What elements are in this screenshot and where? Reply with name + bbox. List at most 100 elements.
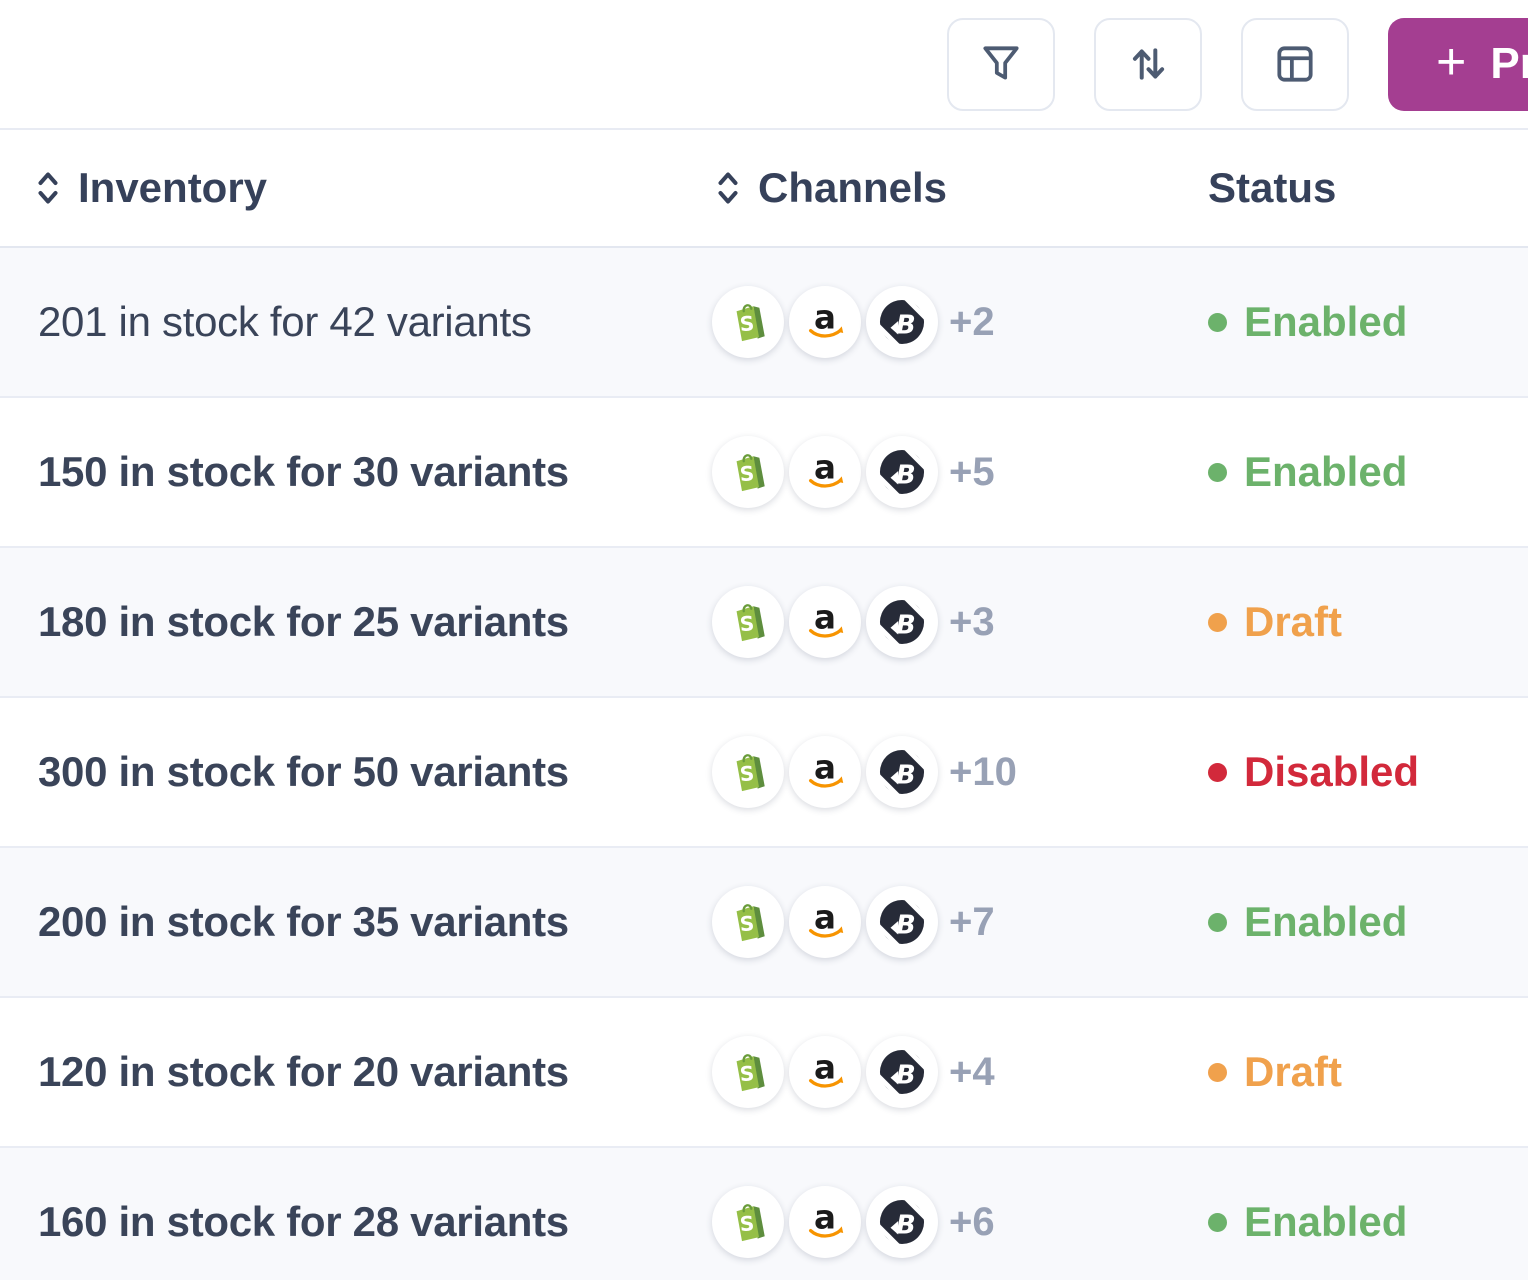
inventory-cell: 150 in stock for 30 variants [38, 448, 569, 495]
status-label: Enabled [1244, 298, 1408, 345]
table-row[interactable]: 180 in stock for 25 variants S a [0, 548, 1528, 698]
extra-channels-count: +5 [949, 449, 995, 494]
table-header: Inventory Channels Status [0, 128, 1528, 248]
sort-chevrons-icon [718, 172, 738, 204]
svg-text:B: B [896, 911, 916, 941]
inventory-cell: 300 in stock for 50 variants [38, 748, 569, 795]
status-label: Draft [1244, 598, 1343, 645]
status-label: Enabled [1244, 1198, 1408, 1245]
amazon-icon: a [789, 736, 861, 808]
status-dot-icon [1208, 312, 1227, 332]
bigcommerce-icon: B [866, 436, 938, 508]
column-label-channels: Channels [758, 164, 948, 211]
svg-text:a: a [814, 599, 836, 637]
extra-channels-count: +10 [949, 749, 1017, 794]
sort-chevrons-icon [38, 172, 58, 204]
amazon-icon: a [789, 1186, 861, 1258]
table-row[interactable]: 201 in stock for 42 variants S a [0, 248, 1528, 398]
toolbar: + Pr [0, 0, 1528, 128]
svg-text:a: a [814, 899, 836, 937]
status-dot-icon [1208, 612, 1227, 632]
svg-text:S: S [739, 1211, 755, 1236]
table-row[interactable]: 120 in stock for 20 variants S a [0, 998, 1528, 1148]
channels-cell: S a B +5 [700, 436, 1180, 508]
products-table: Inventory Channels Status 201 in stock f… [0, 128, 1528, 1280]
svg-text:a: a [814, 749, 836, 787]
svg-text:S: S [739, 761, 755, 786]
status-badge: Enabled [1180, 1198, 1528, 1246]
filter-icon [983, 46, 1019, 80]
status-dot-icon [1208, 912, 1227, 932]
shopify-icon: S [712, 886, 784, 958]
status-badge: Draft [1180, 598, 1528, 646]
svg-text:B: B [896, 311, 916, 341]
table-row[interactable]: 300 in stock for 50 variants S a [0, 698, 1528, 848]
bigcommerce-icon: B [866, 1036, 938, 1108]
svg-text:B: B [896, 761, 916, 791]
plus-icon: + [1436, 33, 1467, 91]
channels-cell: S a B +6 [700, 1186, 1180, 1258]
table-row[interactable]: 150 in stock for 30 variants S a [0, 398, 1528, 548]
add-product-label: Pr [1490, 39, 1528, 88]
svg-text:a: a [814, 299, 836, 337]
table-body: 201 in stock for 42 variants S a [0, 248, 1528, 1280]
status-badge: Enabled [1180, 898, 1528, 946]
channels-cell: S a B +4 [700, 1036, 1180, 1108]
add-product-button[interactable]: + Pr [1388, 17, 1528, 111]
svg-text:B: B [896, 1211, 916, 1241]
amazon-icon: a [789, 586, 861, 658]
extra-channels-count: +3 [949, 599, 995, 644]
inventory-cell: 160 in stock for 28 variants [38, 1198, 569, 1245]
filter-button[interactable] [947, 17, 1055, 111]
column-header-status: Status [1180, 164, 1528, 212]
amazon-icon: a [789, 286, 861, 358]
svg-text:B: B [896, 1061, 916, 1091]
svg-text:a: a [814, 449, 836, 487]
columns-button[interactable] [1241, 17, 1349, 111]
amazon-icon: a [789, 436, 861, 508]
status-dot-icon [1208, 1062, 1227, 1082]
svg-text:S: S [739, 461, 755, 486]
channels-cell: S a B +7 [700, 886, 1180, 958]
column-header-inventory[interactable]: Inventory [0, 164, 700, 212]
svg-text:a: a [814, 1049, 836, 1087]
table-row[interactable]: 200 in stock for 35 variants S a [0, 848, 1528, 998]
status-badge: Draft [1180, 1048, 1528, 1096]
inventory-cell: 201 in stock for 42 variants [38, 298, 532, 345]
shopify-icon: S [712, 736, 784, 808]
bigcommerce-icon: B [866, 736, 938, 808]
status-dot-icon [1208, 762, 1227, 782]
columns-layout-icon [1277, 46, 1313, 82]
status-label: Enabled [1244, 898, 1408, 945]
svg-text:S: S [739, 1061, 755, 1086]
amazon-icon: a [789, 1036, 861, 1108]
status-dot-icon [1208, 1212, 1227, 1232]
svg-text:S: S [739, 611, 755, 636]
svg-text:S: S [739, 911, 755, 936]
bigcommerce-icon: B [866, 1186, 938, 1258]
sort-button[interactable] [1094, 17, 1202, 111]
shopify-icon: S [712, 1186, 784, 1258]
shopify-icon: S [712, 436, 784, 508]
status-label: Disabled [1244, 748, 1420, 795]
channels-cell: S a B +3 [700, 586, 1180, 658]
svg-text:a: a [814, 1199, 836, 1237]
svg-text:B: B [896, 611, 916, 641]
shopify-icon: S [712, 286, 784, 358]
channels-cell: S a B +2 [700, 286, 1180, 358]
inventory-cell: 120 in stock for 20 variants [38, 1048, 569, 1095]
column-header-channels[interactable]: Channels [700, 164, 1180, 212]
status-badge: Disabled [1180, 748, 1528, 796]
inventory-cell: 180 in stock for 25 variants [38, 598, 569, 645]
extra-channels-count: +6 [949, 1199, 995, 1244]
status-badge: Enabled [1180, 298, 1528, 346]
status-dot-icon [1208, 462, 1227, 482]
extra-channels-count: +2 [949, 299, 995, 344]
svg-text:B: B [896, 461, 916, 491]
table-row[interactable]: 160 in stock for 28 variants S a [0, 1148, 1528, 1280]
svg-text:S: S [739, 311, 755, 336]
column-label-inventory: Inventory [78, 164, 268, 211]
shopify-icon: S [712, 586, 784, 658]
extra-channels-count: +4 [949, 1049, 995, 1094]
